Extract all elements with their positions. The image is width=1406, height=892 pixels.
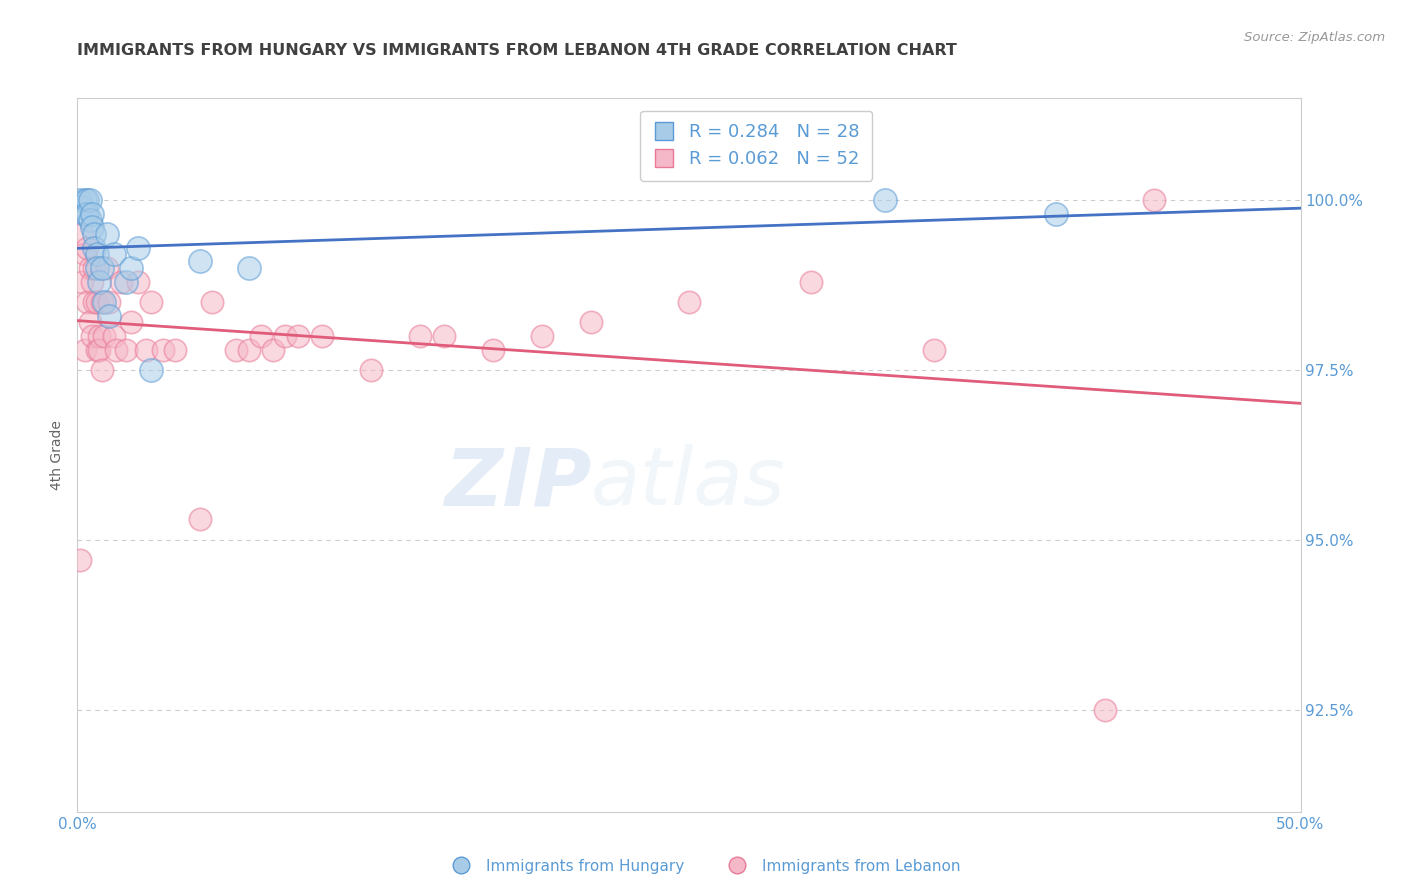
Point xyxy=(409,329,432,343)
Point xyxy=(152,343,174,357)
Text: ZIP: ZIP xyxy=(444,444,591,523)
Point xyxy=(70,275,93,289)
Point xyxy=(86,295,108,310)
Point xyxy=(90,363,112,377)
Point xyxy=(98,295,121,310)
Point xyxy=(115,275,138,289)
Point xyxy=(83,241,105,255)
Point xyxy=(76,295,98,310)
Point xyxy=(83,295,105,310)
Point xyxy=(482,343,505,357)
Point xyxy=(80,220,103,235)
Point xyxy=(86,343,108,357)
Point xyxy=(70,227,93,241)
Point xyxy=(188,254,211,268)
Point xyxy=(110,275,132,289)
Point xyxy=(135,343,157,357)
Point xyxy=(128,241,150,255)
Point xyxy=(79,260,101,275)
Point xyxy=(73,193,96,207)
Point xyxy=(79,213,101,227)
Point xyxy=(98,309,121,323)
Point xyxy=(201,295,224,310)
Point xyxy=(139,295,162,310)
Point xyxy=(76,241,98,255)
Point xyxy=(69,553,91,567)
Point xyxy=(76,193,98,207)
Point xyxy=(120,260,142,275)
Point xyxy=(105,343,128,357)
Point xyxy=(579,315,602,329)
Point xyxy=(1045,207,1067,221)
Point xyxy=(115,343,138,357)
Point xyxy=(873,193,896,207)
Point xyxy=(69,193,91,207)
Point xyxy=(89,275,111,289)
Point xyxy=(1143,193,1166,207)
Point xyxy=(93,295,115,310)
Point xyxy=(90,260,112,275)
Point xyxy=(225,343,247,357)
Point xyxy=(678,295,700,310)
Point xyxy=(80,207,103,221)
Legend: R = 0.284   N = 28, R = 0.062   N = 52: R = 0.284 N = 28, R = 0.062 N = 52 xyxy=(640,111,872,181)
Point xyxy=(250,329,273,343)
Point xyxy=(103,247,125,261)
Point xyxy=(287,329,309,343)
Point xyxy=(922,343,945,357)
Point xyxy=(86,247,108,261)
Point xyxy=(79,193,101,207)
Point xyxy=(89,343,111,357)
Point xyxy=(360,363,382,377)
Point xyxy=(80,329,103,343)
Point xyxy=(262,343,284,357)
Point xyxy=(188,512,211,526)
Point xyxy=(128,275,150,289)
Point xyxy=(89,329,111,343)
Text: Source: ZipAtlas.com: Source: ZipAtlas.com xyxy=(1244,31,1385,45)
Text: atlas: atlas xyxy=(591,444,786,523)
Point xyxy=(93,329,115,343)
Point xyxy=(80,275,103,289)
Point xyxy=(96,260,118,275)
Point xyxy=(531,329,554,343)
Point xyxy=(76,207,98,221)
Point xyxy=(103,329,125,343)
Point xyxy=(73,207,96,221)
Point xyxy=(274,329,297,343)
Point xyxy=(433,329,456,343)
Text: IMMIGRANTS FROM HUNGARY VS IMMIGRANTS FROM LEBANON 4TH GRADE CORRELATION CHART: IMMIGRANTS FROM HUNGARY VS IMMIGRANTS FR… xyxy=(77,43,957,58)
Point xyxy=(73,247,96,261)
Point xyxy=(73,343,96,357)
Point xyxy=(238,343,260,357)
Point xyxy=(800,275,823,289)
Point xyxy=(238,260,260,275)
Point xyxy=(120,315,142,329)
Legend: Immigrants from Hungary, Immigrants from Lebanon: Immigrants from Hungary, Immigrants from… xyxy=(440,853,966,880)
Point xyxy=(96,227,118,241)
Point xyxy=(83,227,105,241)
Point xyxy=(70,200,93,214)
Point xyxy=(83,260,105,275)
Point xyxy=(139,363,162,377)
Point xyxy=(311,329,333,343)
Point xyxy=(79,315,101,329)
Point xyxy=(165,343,187,357)
Point xyxy=(90,295,112,310)
Point xyxy=(1094,703,1116,717)
Point xyxy=(86,260,108,275)
Y-axis label: 4th Grade: 4th Grade xyxy=(51,420,65,490)
